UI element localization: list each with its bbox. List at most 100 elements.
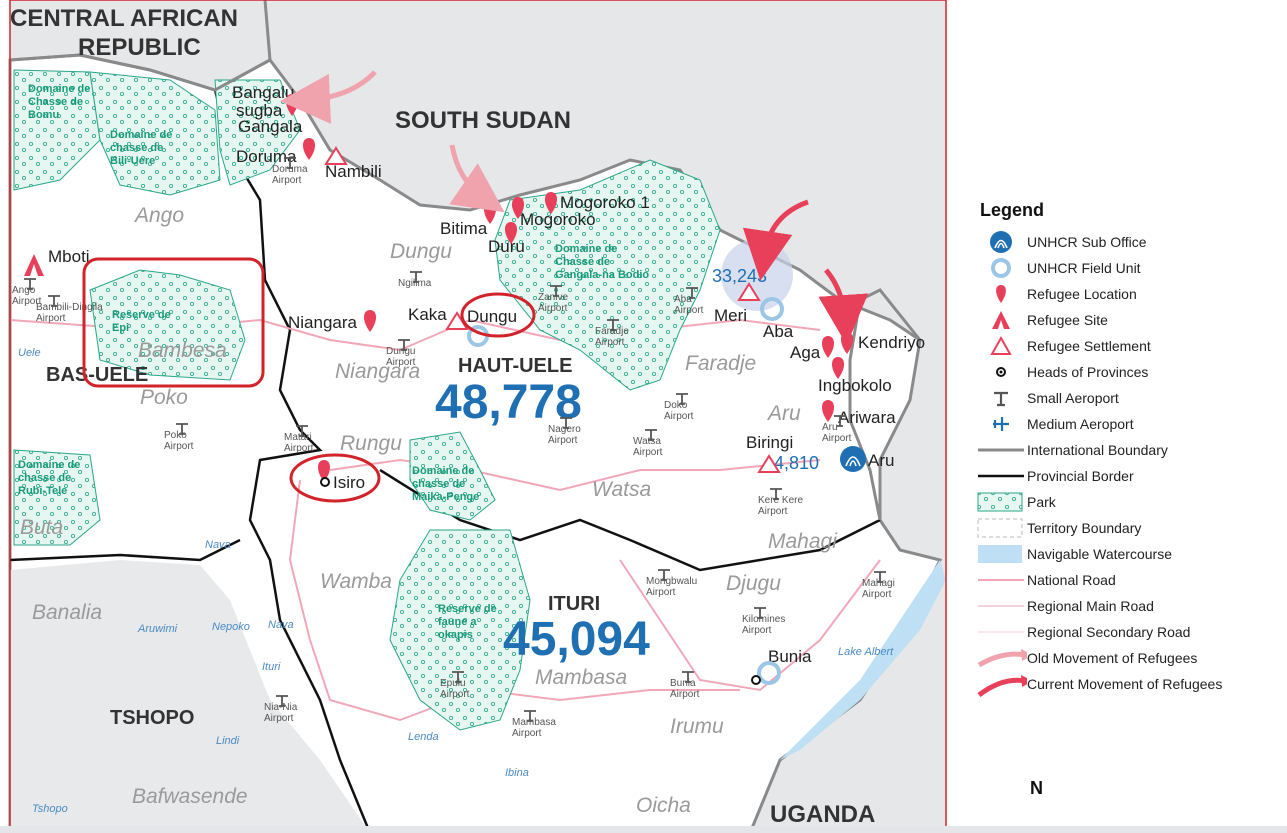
- triangle-icon: [975, 333, 1027, 359]
- airport-label-suffix: Airport: [440, 689, 470, 700]
- airport-label: Poko: [164, 430, 187, 441]
- gray-line-icon: [975, 437, 1027, 463]
- meri-total: 33,243: [712, 266, 767, 286]
- light-pink-line-icon: [975, 593, 1027, 619]
- place-label: Isiro: [333, 473, 365, 492]
- territory-label: Rungu: [340, 432, 402, 455]
- field-unit-ring-icon: [757, 661, 781, 685]
- legend-item-label: Refugee Location: [1027, 286, 1137, 302]
- small-plane-icon: [686, 287, 698, 299]
- small-plane-icon: [658, 569, 670, 581]
- small-plane-icon: [284, 157, 296, 169]
- airport-label: Mambasa: [512, 717, 556, 728]
- river-label: Aruwimi: [137, 623, 178, 635]
- river-label: Nava: [205, 539, 231, 551]
- triangle-icon: [737, 282, 761, 301]
- lake-albert: [780, 560, 946, 760]
- airport-label: Doko: [664, 400, 688, 411]
- park-label: chasse de: [110, 142, 163, 154]
- park-gangala: [494, 159, 721, 391]
- small-plane-icon: [276, 695, 288, 707]
- small-plane-icon: [560, 417, 572, 429]
- medium-plane-icon: [975, 411, 1027, 437]
- light-arrow-icon: [975, 645, 1027, 671]
- triangle-icon: [757, 454, 781, 473]
- river-label: Ituri: [262, 661, 281, 673]
- country-label-south-sudan: SOUTH SUDAN: [395, 107, 571, 134]
- park-okapi: [389, 529, 531, 731]
- legend-item-label: Old Movement of Refugees: [1027, 650, 1198, 666]
- airport-label-suffix: Airport: [272, 175, 302, 186]
- park-label: faune a: [438, 616, 477, 628]
- airport-label: Aba: [674, 294, 692, 305]
- lake-albert-label: Lake Albert: [838, 646, 894, 658]
- territory-label: Niangara: [335, 360, 420, 383]
- river-label: Lenda: [408, 731, 439, 743]
- place-label: Aga: [790, 343, 821, 362]
- river-label: Nepoko: [212, 621, 250, 633]
- place-label: Ingbokolo: [818, 376, 892, 395]
- legend-item-label: Small Aeroport: [1027, 390, 1119, 406]
- territory-label: Bafwasende: [132, 785, 248, 808]
- legend-item-label: Current Movement of Refugees: [1027, 676, 1223, 692]
- territory-label: Aru: [766, 402, 801, 425]
- dot-icon: [320, 477, 330, 487]
- unhcr-sub-office-icon: [975, 229, 1027, 255]
- map-pin-icon: [821, 400, 835, 422]
- airport-label-suffix: Airport: [36, 313, 66, 324]
- place-label: Aru: [868, 451, 894, 470]
- park-label: Gangala-na Bodio: [555, 269, 649, 281]
- airport-labels: DorumaAirportAngoAirportBambili-DingilaA…: [12, 157, 895, 739]
- legend-item-label: Park: [1027, 494, 1056, 510]
- airport-label-suffix: Airport: [12, 296, 42, 307]
- map-pin-icon: [544, 192, 558, 214]
- tent-icon-door: [30, 264, 38, 276]
- field-unit-ring-icon: [975, 255, 1027, 281]
- small-plane-icon: [645, 429, 657, 441]
- airport-label: Mahagi: [862, 578, 895, 589]
- river-label: Tshopo: [32, 803, 68, 815]
- airport-label-suffix: Airport: [548, 435, 578, 446]
- park-pattern-icon: [975, 489, 1027, 515]
- place-label: Dungu: [467, 307, 517, 326]
- water-icon: [975, 541, 1027, 567]
- park-label: Rubi-Tele: [18, 485, 67, 497]
- airport-label-suffix: Airport: [862, 589, 892, 600]
- provincial-border: [213, 89, 372, 833]
- current-movement-arrow: [742, 199, 809, 281]
- park-label: Reserve de: [438, 603, 497, 615]
- black-line-icon: [975, 463, 1027, 489]
- small-plane-icon: [770, 488, 782, 500]
- airport-label-suffix: Airport: [538, 303, 568, 314]
- airport-label: Mongbwalu: [646, 576, 697, 587]
- current-movement-arrow: [818, 268, 869, 345]
- airport-label: Matari: [284, 432, 312, 443]
- airport-label-suffix: Airport: [595, 337, 625, 348]
- small-plane-icon: [676, 393, 688, 405]
- legend-item: Current Movement of Refugees: [975, 671, 1275, 697]
- legend-item-label: UNHCR Sub Office: [1027, 234, 1147, 250]
- small-plane-icon: [754, 607, 766, 619]
- legend-item: Regional Secondary Road: [975, 619, 1275, 645]
- place-label: Niangara: [288, 313, 358, 332]
- provincial-border-west: [9, 538, 241, 562]
- legend-item: Small Aeroport: [975, 385, 1275, 411]
- territory-label: Bambesa: [138, 339, 227, 362]
- territory-label: Dungu: [390, 240, 452, 263]
- haut-uele-total: 48,778: [435, 376, 582, 429]
- province-label-ituri: ITURI: [548, 593, 600, 615]
- map-frame: [9, 0, 947, 833]
- place-label: Meri: [714, 306, 747, 325]
- provincial-border-ituri: [379, 468, 881, 572]
- park-label: Domaine de: [110, 129, 172, 141]
- park-doruma: [214, 79, 301, 186]
- place-label: Kaka: [408, 305, 447, 324]
- annotation-oval-dungu: [460, 292, 536, 338]
- park-label: Bomu: [28, 109, 59, 121]
- park-label: Reserve de: [112, 309, 171, 321]
- territory-label: Irumu: [670, 715, 724, 738]
- small-plane-icon: [607, 319, 619, 331]
- small-plane-icon: [24, 278, 36, 290]
- field-unit-ring-icon: [760, 297, 784, 321]
- park-rubi-tele: [13, 449, 101, 546]
